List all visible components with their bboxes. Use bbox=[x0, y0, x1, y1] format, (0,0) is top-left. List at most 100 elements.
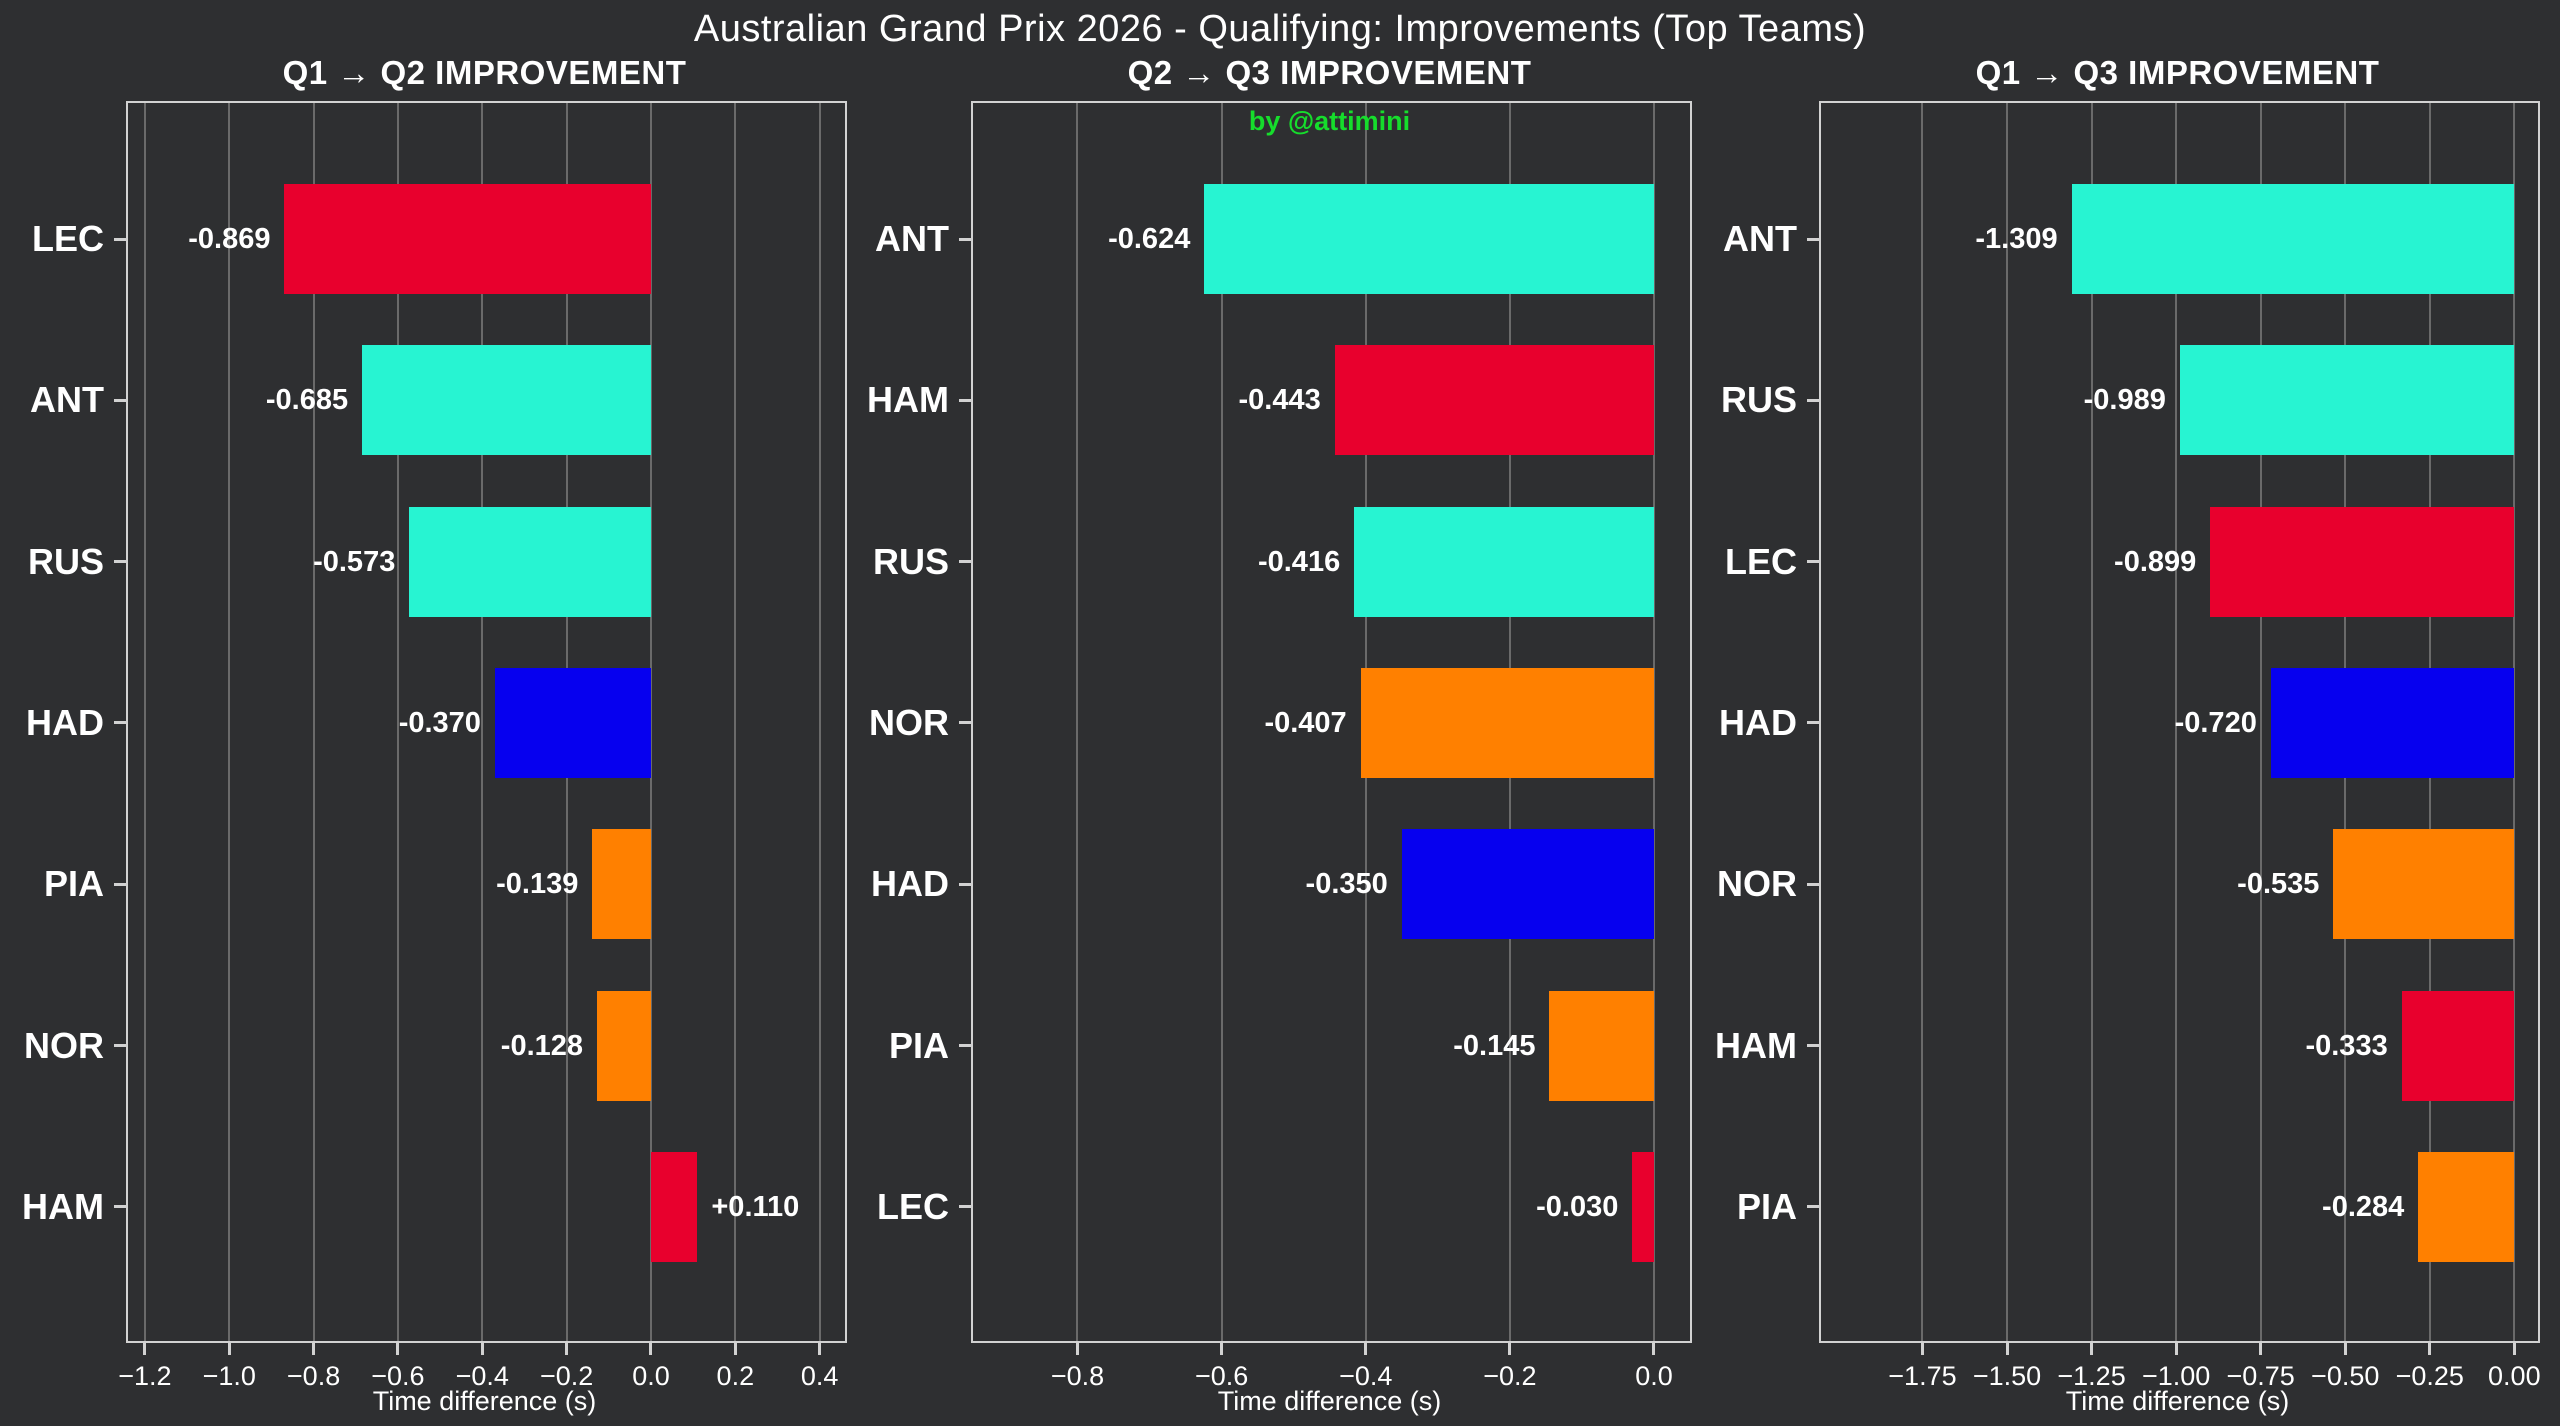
bar-value-label: -0.720 bbox=[2174, 706, 2257, 739]
x-tick-label: −0.4 bbox=[455, 1361, 509, 1391]
y-tick-label-ham: HAM bbox=[1715, 1024, 1797, 1066]
x-tick bbox=[565, 1343, 569, 1355]
x-tick bbox=[2005, 1343, 2009, 1355]
x-tick-label: 0.2 bbox=[716, 1361, 755, 1391]
bar-value-label: -0.416 bbox=[1257, 545, 1341, 578]
y-tick bbox=[1807, 1044, 1819, 1047]
x-tick-label: −1.75 bbox=[1888, 1361, 1957, 1391]
bar-nor bbox=[1360, 667, 1654, 778]
panel-q2q3: −0.8 −0.6 −0.4 −0.2 0.0 ANT -0.624 HAM -0.443 RUS… bbox=[867, 101, 1692, 1391]
bar-ant bbox=[362, 345, 651, 456]
bar-value-label: -0.869 bbox=[188, 223, 271, 255]
y-tick-label-had: HAD bbox=[1719, 701, 1797, 743]
gridline bbox=[228, 103, 231, 1341]
y-tick bbox=[114, 1205, 126, 1209]
gridline bbox=[2513, 103, 2516, 1341]
y-tick bbox=[959, 398, 971, 402]
y-tick bbox=[959, 237, 971, 241]
bar-value-label: -0.333 bbox=[2305, 1029, 2388, 1062]
x-axis-label-q1q2: Time difference (s) bbox=[372, 1386, 597, 1416]
y-tick-label-lec: LEC bbox=[877, 1185, 949, 1227]
y-tick bbox=[959, 560, 971, 564]
x-tick-label: 0.0 bbox=[632, 1361, 670, 1391]
x-tick bbox=[2090, 1343, 2094, 1355]
y-tick-label-ant: ANT bbox=[30, 379, 104, 421]
x-tick bbox=[2259, 1343, 2263, 1355]
x-tick-label: 0.0 bbox=[1635, 1361, 1673, 1391]
y-tick bbox=[114, 237, 126, 241]
gridline bbox=[396, 103, 399, 1341]
y-tick bbox=[1807, 237, 1819, 241]
bar-had bbox=[1401, 829, 1654, 940]
x-tick-label: 0.4 bbox=[800, 1361, 839, 1391]
bar-value-label: -1.309 bbox=[1975, 223, 2058, 255]
y-tick bbox=[1807, 560, 1819, 564]
bar-ant bbox=[1204, 184, 1654, 294]
bar-value-label: +0.110 bbox=[711, 1190, 800, 1223]
gridline bbox=[649, 103, 652, 1341]
gridline bbox=[734, 103, 737, 1341]
y-tick bbox=[114, 560, 126, 564]
bar-value-label: -0.624 bbox=[1108, 223, 1191, 255]
y-tick-label-nor: NOR bbox=[24, 1024, 104, 1066]
subplot-title-q1q3: Q1 → Q3 IMPROVEMENT bbox=[1975, 54, 2380, 91]
x-tick-label: −0.25 bbox=[2395, 1361, 2464, 1391]
bar-value-label: -0.535 bbox=[2237, 868, 2320, 901]
bar-value-label: -0.685 bbox=[265, 384, 349, 417]
gridline bbox=[818, 103, 821, 1341]
y-tick-label-rus: RUS bbox=[1720, 379, 1797, 421]
x-tick-label: −0.8 bbox=[286, 1361, 341, 1391]
x-tick bbox=[2428, 1343, 2432, 1355]
y-tick bbox=[1807, 721, 1819, 725]
bar-value-label: -0.443 bbox=[1238, 384, 1321, 417]
x-tick-label: −1.50 bbox=[1972, 1361, 2042, 1391]
y-tick-label-rus: RUS bbox=[27, 540, 104, 582]
gridline bbox=[1921, 103, 1924, 1341]
y-tick bbox=[959, 1205, 971, 1209]
x-tick bbox=[733, 1343, 737, 1355]
x-tick bbox=[2343, 1343, 2347, 1355]
x-tick-label: −1.2 bbox=[118, 1361, 172, 1391]
bar-nor bbox=[597, 990, 651, 1101]
x-tick-label: −0.6 bbox=[371, 1361, 425, 1391]
bar-pia bbox=[592, 829, 651, 940]
y-tick-label-ham: HAM bbox=[867, 379, 949, 421]
bar-ant bbox=[2071, 184, 2515, 294]
y-tick bbox=[114, 1044, 126, 1047]
x-tick bbox=[649, 1343, 653, 1355]
y-tick-label-rus: RUS bbox=[872, 540, 949, 582]
bar-value-label: -0.407 bbox=[1264, 706, 1347, 739]
y-tick-label-had: HAD bbox=[26, 701, 104, 743]
bar-rus bbox=[409, 506, 651, 617]
subplot-title-q1q2: Q1 → Q2 IMPROVEMENT bbox=[282, 54, 687, 91]
bar-value-label: -0.128 bbox=[500, 1029, 584, 1062]
y-tick-label-pia: PIA bbox=[1736, 1185, 1797, 1227]
gridline bbox=[2259, 103, 2262, 1341]
x-tick bbox=[2174, 1343, 2178, 1355]
bar-value-label: -0.030 bbox=[1536, 1190, 1619, 1223]
y-tick bbox=[1807, 1205, 1819, 1209]
bar-rus bbox=[1354, 506, 1654, 617]
y-tick-label-lec: LEC bbox=[1725, 540, 1797, 582]
gridline bbox=[143, 103, 146, 1341]
y-tick bbox=[959, 882, 971, 886]
gridline bbox=[1076, 103, 1079, 1341]
x-tick-label: −1.00 bbox=[2141, 1361, 2211, 1391]
bar-rus bbox=[2179, 345, 2515, 456]
bar-had bbox=[2270, 667, 2515, 778]
panel-q1q2: −1.2 −1.0 −0.8 −0.6 −0.4 −0.2 0.0 0.2 0.4 LEC -0.8… bbox=[22, 101, 847, 1391]
y-tick bbox=[959, 721, 971, 725]
x-tick-label: −0.8 bbox=[1050, 1361, 1105, 1391]
gridline bbox=[1220, 103, 1223, 1341]
bar-value-label: -0.350 bbox=[1305, 868, 1388, 901]
y-tick bbox=[114, 721, 126, 725]
x-tick bbox=[396, 1343, 400, 1355]
bar-lec bbox=[284, 184, 651, 294]
bar-value-label: -0.989 bbox=[2083, 384, 2166, 417]
bar-value-label: -0.284 bbox=[2322, 1190, 2405, 1223]
main-title: Australian Grand Prix 2026 - Qualifying:… bbox=[693, 8, 1867, 50]
bar-value-label: -0.899 bbox=[2114, 545, 2197, 578]
gridline bbox=[481, 103, 484, 1341]
gridline bbox=[312, 103, 315, 1341]
x-tick bbox=[1364, 1343, 1368, 1355]
